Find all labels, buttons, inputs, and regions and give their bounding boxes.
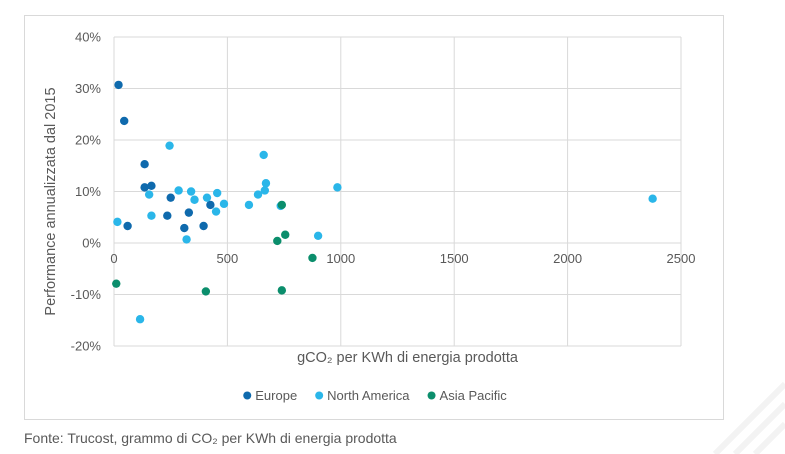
data-point <box>199 221 208 231</box>
data-point <box>259 150 268 160</box>
y-axis-title: Performance annualizzata dal 2015 <box>43 87 59 315</box>
x-tick-label: 1000 <box>326 251 355 266</box>
y-tick-label: 30% <box>75 81 101 96</box>
legend-item: North America <box>315 388 410 403</box>
data-point <box>281 230 290 239</box>
legend-label: Asia Pacific <box>440 388 508 403</box>
data-point <box>144 190 154 199</box>
background-decoration <box>712 381 785 454</box>
legend-marker <box>243 391 252 400</box>
data-point <box>206 200 215 210</box>
scatter-chart: 0 500 1000 1500 2000 2500 -20% -10% 0% 10% 20% 30% 4… <box>43 30 696 404</box>
data-point <box>163 211 172 220</box>
y-tick-label: -10% <box>71 287 102 302</box>
data-point <box>260 186 270 195</box>
data-point <box>114 80 123 90</box>
legend-label: North America <box>327 388 410 403</box>
data-point <box>277 200 287 210</box>
y-tick-label: -20% <box>71 339 102 354</box>
data-point <box>261 179 271 188</box>
data-point <box>277 286 287 295</box>
data-points <box>112 80 657 324</box>
data-point <box>201 287 211 296</box>
legend-item: Europe <box>243 388 297 403</box>
data-point <box>180 223 189 233</box>
data-point <box>166 193 175 202</box>
data-point <box>147 181 156 191</box>
legend-marker <box>315 391 324 400</box>
data-point <box>140 160 149 169</box>
x-tick-label: 0 <box>110 251 117 266</box>
data-point <box>244 200 254 210</box>
legend-marker <box>427 391 436 400</box>
data-point <box>308 253 317 263</box>
data-point <box>211 207 221 216</box>
x-tick-label: 500 <box>217 251 239 266</box>
data-point <box>140 183 149 192</box>
legend-label: Europe <box>255 388 297 403</box>
data-point <box>182 235 191 244</box>
data-point <box>273 236 282 246</box>
data-point <box>135 315 145 324</box>
data-point <box>186 187 196 196</box>
data-point <box>165 141 174 150</box>
y-tick-label: 0% <box>82 236 101 251</box>
y-tick-label: 20% <box>75 133 101 148</box>
data-point <box>120 116 129 126</box>
data-point <box>184 208 194 217</box>
data-point <box>333 183 342 192</box>
data-point <box>190 195 199 204</box>
x-tick-label: 1500 <box>440 251 469 266</box>
source-note: Fonte: Trucost, grammo di CO₂ per KWh di… <box>24 430 397 446</box>
grid <box>113 36 682 347</box>
x-tick-label: 2000 <box>553 251 582 266</box>
y-tick-label: 10% <box>75 184 101 199</box>
data-point <box>147 211 156 220</box>
data-point <box>202 193 212 202</box>
data-point <box>648 194 657 203</box>
data-point <box>123 221 132 231</box>
chart-frame: 0 500 1000 1500 2000 2500 -20% -10% 0% 10% 20% 30% 4… <box>24 15 724 420</box>
data-point <box>174 186 183 195</box>
data-point <box>212 188 222 198</box>
x-tick-label: 2500 <box>667 251 696 266</box>
data-point <box>219 199 229 209</box>
legend-item: Asia Pacific <box>427 388 508 403</box>
data-point <box>112 279 121 288</box>
data-point <box>253 190 263 199</box>
data-point <box>113 217 122 227</box>
tick-labels: 0 500 1000 1500 2000 2500 -20% -10% 0% 10% 20% 30% 4… <box>71 30 696 354</box>
data-point <box>313 231 323 240</box>
legend: Europe North America Asia Pacific <box>243 388 507 403</box>
y-tick-label: 40% <box>75 30 101 45</box>
x-axis-title: gCO₂ per KWh di energia prodotta <box>297 350 519 366</box>
